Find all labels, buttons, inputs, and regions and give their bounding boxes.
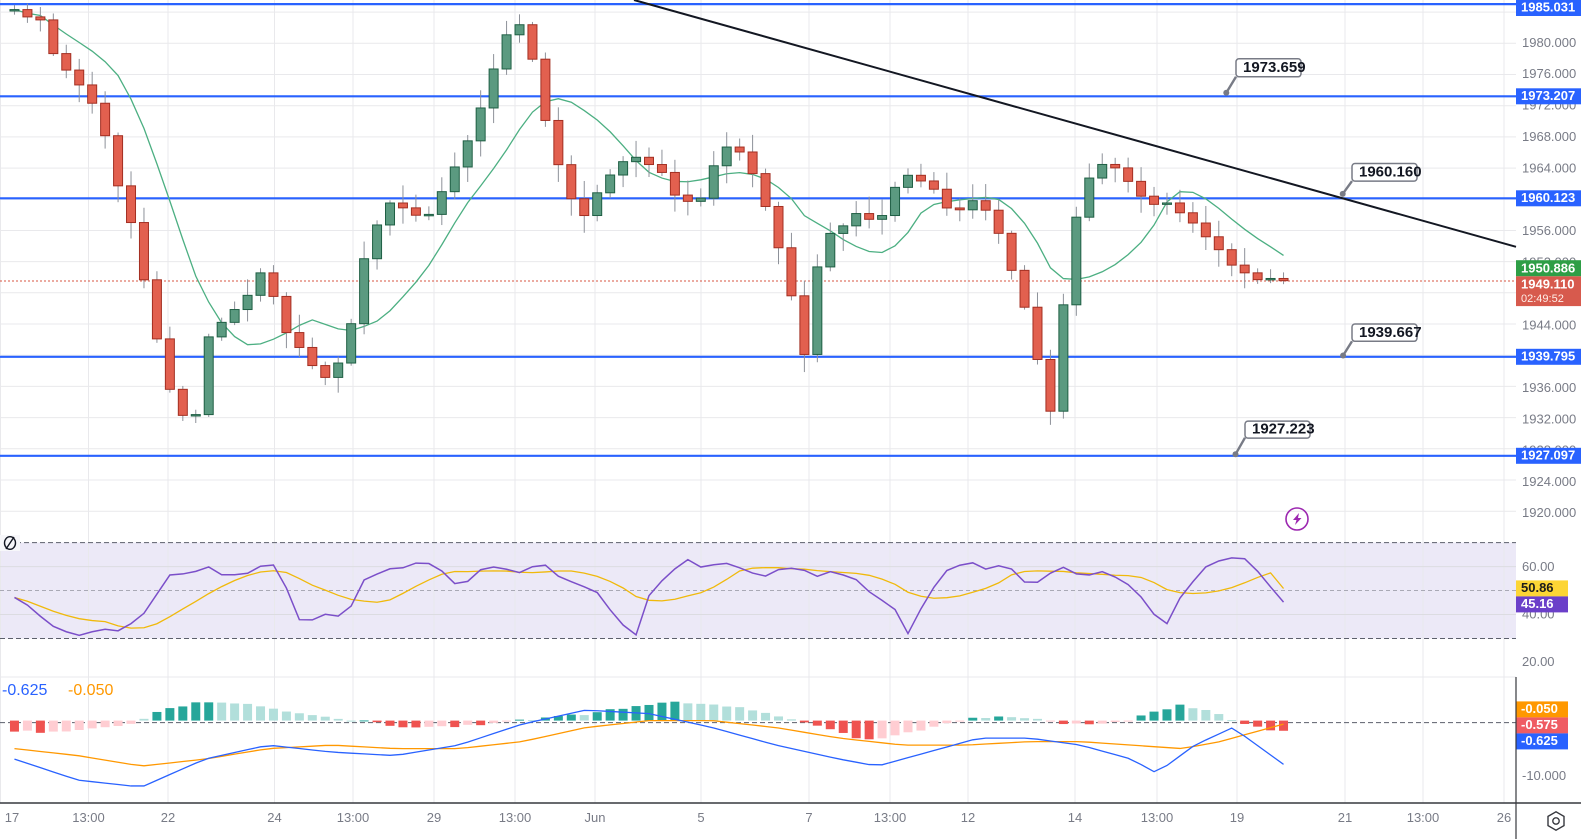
svg-text:21: 21	[1338, 810, 1352, 825]
svg-text:45.16: 45.16	[1521, 596, 1554, 611]
svg-text:-0.575: -0.575	[1521, 717, 1558, 732]
svg-text:1976.000: 1976.000	[1522, 66, 1576, 81]
svg-text:1924.000: 1924.000	[1522, 474, 1576, 489]
svg-text:1968.000: 1968.000	[1522, 129, 1576, 144]
svg-text:1973.207: 1973.207	[1521, 88, 1575, 103]
svg-text:12: 12	[961, 810, 975, 825]
svg-text:02:49:52: 02:49:52	[1521, 293, 1564, 305]
svg-text:1927.223: 1927.223	[1252, 421, 1315, 438]
svg-text:5: 5	[697, 810, 704, 825]
svg-text:1973.659: 1973.659	[1243, 59, 1306, 76]
svg-text:26: 26	[1497, 810, 1511, 825]
svg-text:29: 29	[427, 810, 441, 825]
svg-text:-0.050: -0.050	[68, 682, 113, 699]
svg-text:24: 24	[267, 810, 281, 825]
svg-text:1960.160: 1960.160	[1359, 163, 1422, 180]
svg-text:13:00: 13:00	[1141, 810, 1174, 825]
svg-text:1960.123: 1960.123	[1521, 190, 1575, 205]
svg-text:13:00: 13:00	[874, 810, 907, 825]
svg-text:20.00: 20.00	[1522, 654, 1555, 669]
svg-text:1980.000: 1980.000	[1522, 35, 1576, 50]
svg-text:60.00: 60.00	[1522, 559, 1555, 574]
svg-text:22: 22	[161, 810, 175, 825]
svg-text:13:00: 13:00	[1407, 810, 1440, 825]
svg-text:1932.000: 1932.000	[1522, 412, 1576, 427]
svg-text:1949.110: 1949.110	[1521, 276, 1575, 291]
svg-text:-10.000: -10.000	[1522, 768, 1566, 783]
svg-text:1985.031: 1985.031	[1521, 0, 1575, 15]
svg-text:7: 7	[805, 810, 812, 825]
svg-text:1939.795: 1939.795	[1521, 348, 1575, 363]
svg-text:14: 14	[1068, 810, 1082, 825]
svg-text:17: 17	[5, 810, 19, 825]
svg-text:-0.625: -0.625	[1521, 733, 1558, 748]
svg-text:1956.000: 1956.000	[1522, 223, 1576, 238]
svg-text:13:00: 13:00	[337, 810, 370, 825]
svg-text:13:00: 13:00	[499, 810, 532, 825]
svg-text:19: 19	[1230, 810, 1244, 825]
svg-text:50.86: 50.86	[1521, 580, 1554, 595]
svg-text:13:00: 13:00	[72, 810, 105, 825]
svg-text:1950.886: 1950.886	[1521, 260, 1575, 275]
svg-text:1936.000: 1936.000	[1522, 380, 1576, 395]
svg-text:1964.000: 1964.000	[1522, 161, 1576, 176]
svg-text:-0.050: -0.050	[1521, 701, 1558, 716]
svg-text:1927.097: 1927.097	[1521, 447, 1575, 462]
svg-text:1939.667: 1939.667	[1359, 324, 1422, 341]
svg-text:Jun: Jun	[585, 810, 606, 825]
svg-text:1920.000: 1920.000	[1522, 505, 1576, 520]
svg-text:-0.625: -0.625	[2, 682, 47, 699]
svg-text:1944.000: 1944.000	[1522, 318, 1576, 333]
